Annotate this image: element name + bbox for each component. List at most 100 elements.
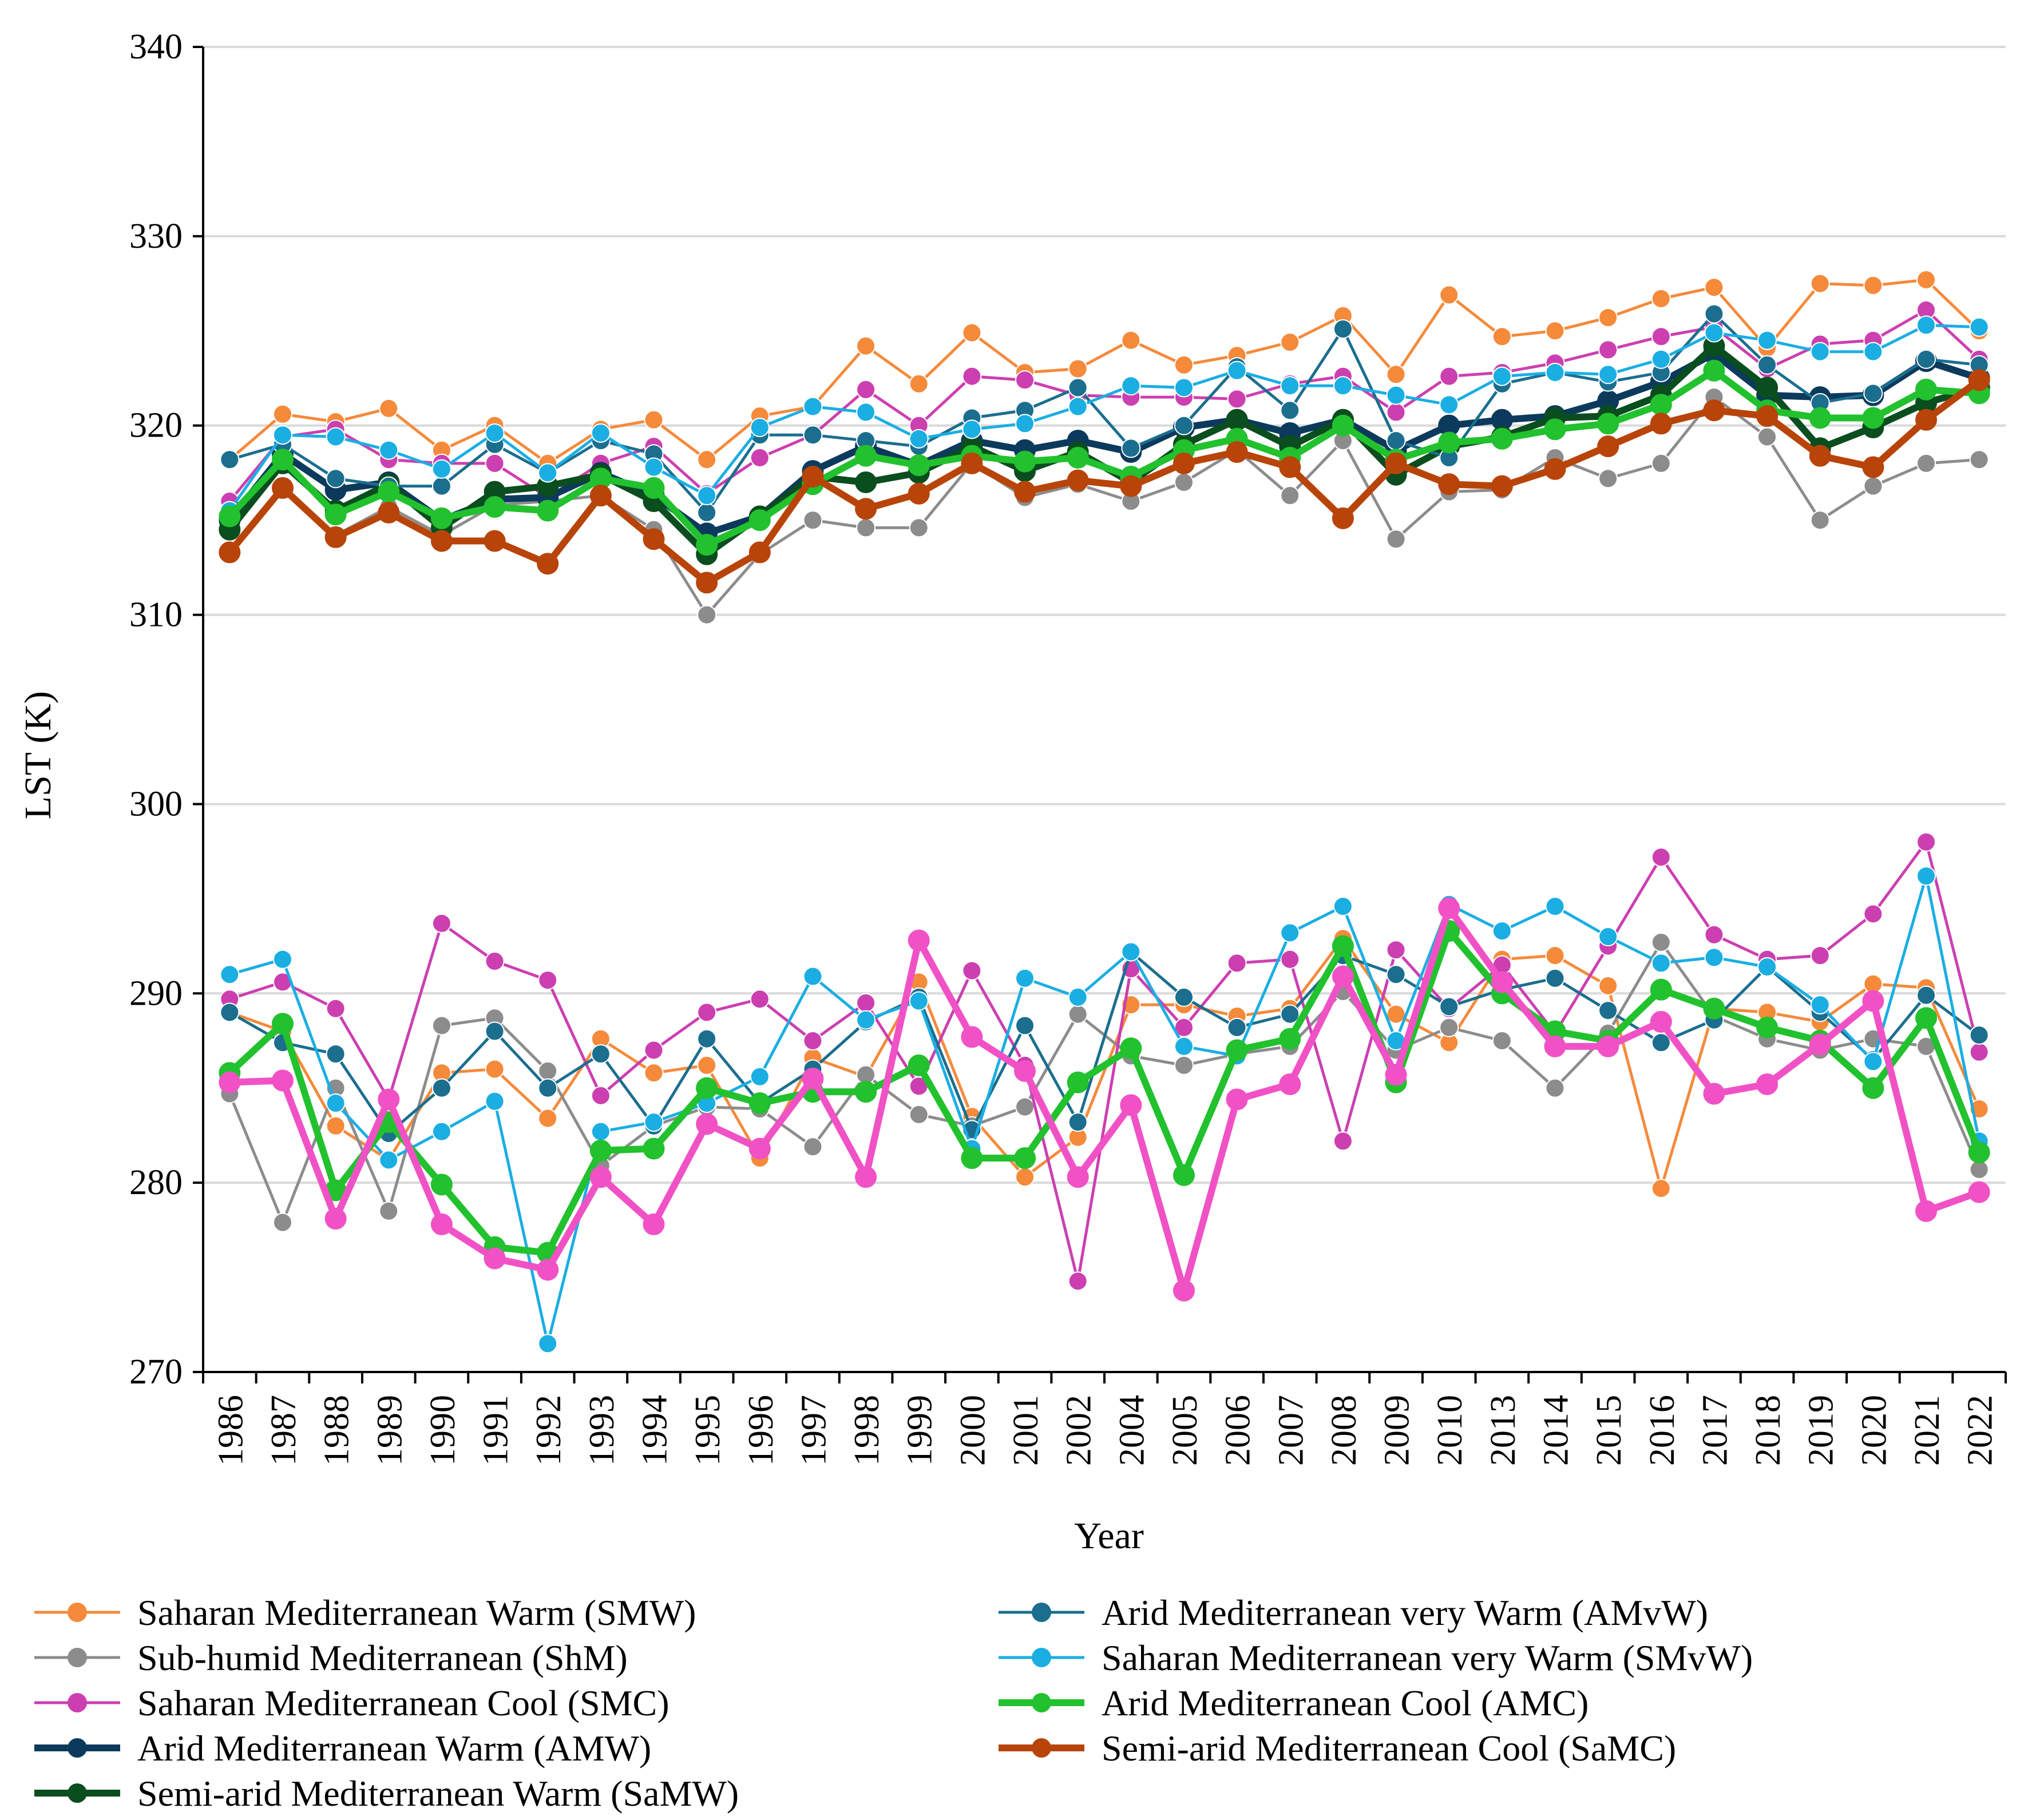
data-point	[909, 518, 929, 538]
data-point	[431, 1121, 451, 1141]
data-point	[1120, 1094, 1142, 1116]
x-tick-label: 2009	[1378, 1395, 1417, 1466]
data-point	[1651, 1033, 1671, 1053]
data-point	[1916, 315, 1936, 335]
data-point	[1915, 1200, 1938, 1222]
data-point	[219, 541, 241, 564]
legend-label: Arid Mediterranean very Warm (AMvW)	[1102, 1592, 1708, 1633]
data-point	[1756, 376, 1779, 399]
data-point	[1121, 942, 1141, 962]
data-point	[856, 1010, 876, 1030]
x-tick-label: 1987	[264, 1395, 303, 1466]
x-tick-label: 2013	[1484, 1395, 1523, 1466]
data-point	[962, 323, 982, 343]
data-point	[1120, 1037, 1142, 1060]
data-point	[1598, 976, 1618, 996]
x-tick-label: 2002	[1060, 1395, 1099, 1466]
data-point	[1650, 413, 1672, 435]
data-point	[378, 1088, 400, 1111]
x-tick-label: 1996	[742, 1395, 781, 1466]
data-point	[1333, 376, 1353, 396]
data-point	[1916, 832, 1936, 852]
data-point	[1915, 1007, 1938, 1029]
data-point	[1280, 923, 1300, 943]
data-point	[1439, 395, 1459, 415]
x-tick-label: 2014	[1537, 1395, 1576, 1466]
data-point	[324, 526, 347, 548]
data-point	[1650, 978, 1672, 1001]
data-point	[1916, 453, 1936, 473]
x-tick-labels: 1986 1987 1988 1989 1990 1991 1992 1993 1994 1995…	[211, 1395, 1999, 1466]
data-point	[326, 1116, 346, 1136]
data-point	[909, 374, 929, 394]
data-point	[750, 989, 770, 1009]
data-point	[1703, 1083, 1725, 1105]
gridlines	[203, 46, 2006, 1184]
data-point	[537, 553, 559, 575]
data-point	[1545, 897, 1565, 917]
data-point	[1068, 1271, 1088, 1291]
data-point	[1492, 921, 1512, 941]
data-point	[1598, 927, 1618, 947]
data-point	[272, 1212, 292, 1232]
series-night	[220, 932, 1989, 1232]
data-point	[1545, 946, 1565, 966]
x-tick-label: 2007	[1272, 1395, 1310, 1466]
data-point	[1068, 1004, 1088, 1024]
data-point	[1014, 1147, 1036, 1169]
series-line	[228, 323, 1979, 512]
data-point	[748, 1092, 771, 1115]
data-point	[271, 477, 294, 499]
data-point	[271, 1069, 294, 1092]
data-point	[538, 970, 558, 990]
data-point	[1068, 396, 1088, 417]
x-tick-label: 1989	[370, 1395, 409, 1466]
data-point	[1279, 1028, 1301, 1050]
data-point	[1386, 385, 1406, 405]
legend-swatch-marker	[68, 1648, 87, 1667]
data-point	[803, 1137, 823, 1157]
data-point	[1121, 438, 1141, 458]
axes	[193, 46, 2007, 1383]
data-point	[1068, 987, 1088, 1007]
data-point	[803, 966, 823, 986]
data-point	[1544, 418, 1566, 441]
data-point	[589, 485, 612, 507]
data-point	[1703, 359, 1725, 382]
data-point	[1545, 1078, 1565, 1098]
data-point	[1174, 987, 1194, 1007]
series-line	[227, 927, 1983, 1256]
legend-label: Semi-arid Mediterranean Cool (SaMC)	[1102, 1728, 1676, 1769]
x-tick-label: 2005	[1166, 1395, 1205, 1466]
legend-label: Saharan Mediterranean Warm (SMW)	[137, 1592, 696, 1633]
data-point	[1598, 340, 1618, 360]
data-point	[1333, 1131, 1353, 1151]
data-point	[1068, 378, 1088, 398]
data-point	[1704, 947, 1724, 968]
data-point	[1015, 1097, 1035, 1117]
y-tick-labels: 270 280 290 300 310 320 330 340	[129, 27, 183, 1391]
data-point	[271, 1013, 294, 1035]
data-point	[643, 1137, 665, 1160]
y-tick-label: 320	[129, 406, 183, 445]
data-point	[1651, 327, 1671, 347]
data-point	[324, 503, 347, 526]
data-point	[1174, 415, 1194, 435]
data-point	[1385, 452, 1407, 474]
legend-entry: Arid Mediterranean Warm (AMW)	[34, 1728, 651, 1769]
data-point	[1386, 431, 1406, 451]
series-line	[229, 312, 1979, 514]
data-point	[538, 1334, 558, 1354]
data-point	[1226, 409, 1248, 431]
data-point	[697, 486, 717, 506]
x-tick-label: 2000	[953, 1395, 992, 1466]
data-point	[644, 1112, 664, 1132]
data-point	[1545, 968, 1565, 988]
data-point	[1704, 304, 1724, 324]
data-point	[908, 1054, 930, 1077]
data-point	[1067, 446, 1089, 469]
data-point	[1173, 1279, 1195, 1302]
data-point	[1810, 273, 1830, 294]
data-point	[1439, 1017, 1459, 1037]
